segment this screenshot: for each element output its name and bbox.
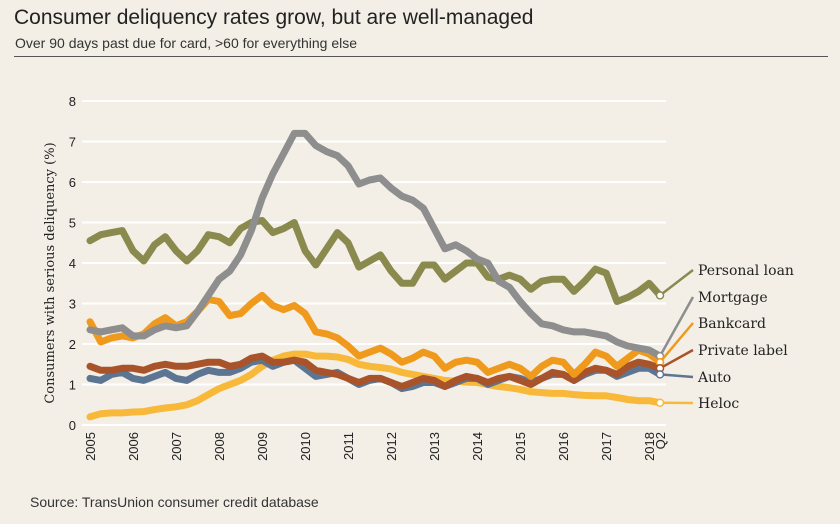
x-tick-label: 2013 xyxy=(427,432,442,461)
x-tick-label: 2017 xyxy=(599,432,614,461)
y-tick-label: 1 xyxy=(69,378,76,393)
legend-leader-mortgage xyxy=(658,296,695,357)
x-tick-label: 2005 xyxy=(83,432,98,461)
legend-leader-private-label xyxy=(659,348,694,370)
chart-subtitle: Over 90 days past due for card, >60 for … xyxy=(15,35,358,51)
series-lines xyxy=(86,129,664,421)
end-point-marker xyxy=(655,398,665,407)
legend-leader-bankcard xyxy=(659,322,694,364)
legend-label-personal-loan: Personal loan xyxy=(698,263,794,279)
legend-leader-personal-loan xyxy=(659,269,694,297)
source-note: Source: TransUnion consumer credit datab… xyxy=(30,494,319,510)
y-tick-label: 2 xyxy=(69,337,76,352)
x-tick-label: 2009 xyxy=(255,432,270,461)
series-line-heloc xyxy=(86,350,664,421)
legend-label-mortgage: Mortgage xyxy=(698,290,768,306)
legend-label-bankcard: Bankcard xyxy=(698,316,766,332)
x-tick-label: 2006 xyxy=(126,432,141,461)
y-tick-label: 6 xyxy=(69,175,76,190)
x-tick-label: 2008 xyxy=(212,432,227,461)
legend-label-private-label: Private label xyxy=(698,343,788,359)
x-tick-label: 2010 xyxy=(298,432,313,461)
y-tick-label: 4 xyxy=(69,256,76,271)
x-tick-label: 2018 xyxy=(642,432,657,461)
x-axis-ticks: 2005 2006 2007 2008 2009 2010 2011 2012 2013 2014… xyxy=(83,432,668,461)
y-tick-label: 7 xyxy=(69,135,76,150)
x-tick-label: 2014 xyxy=(470,432,485,461)
x-tick-label: 2007 xyxy=(169,432,184,461)
legend: Personal loan Mortgage Bankcard Private lab… xyxy=(655,263,794,412)
series-line-private-label xyxy=(86,352,664,390)
legend-label-heloc: Heloc xyxy=(698,396,739,412)
end-point-marker xyxy=(655,370,665,379)
y-axis-label: Consumers with serious deliquency (%) xyxy=(43,142,58,403)
y-tick-label: 5 xyxy=(69,216,76,231)
x-tick-label: 2015 xyxy=(513,432,528,461)
legend-leader-auto xyxy=(659,373,694,379)
x-tick-label: 2016 xyxy=(556,432,571,461)
y-tick-label: 0 xyxy=(69,418,76,433)
x-tick-label: 2011 xyxy=(341,432,356,460)
legend-label-auto: Auto xyxy=(697,370,731,386)
end-point-marker xyxy=(655,291,665,300)
header-divider xyxy=(14,56,828,57)
x-tick-label: Q2 xyxy=(653,432,668,449)
x-tick-label: 2012 xyxy=(384,432,399,461)
y-tick-label: 8 xyxy=(69,94,76,109)
chart-title: Consumer deliquency rates grow, but are … xyxy=(14,6,534,29)
series-line-mortgage xyxy=(86,129,664,360)
y-axis-ticks: 0 1 2 3 4 5 6 7 8 xyxy=(69,94,76,433)
series-line-personal-loan xyxy=(86,217,664,305)
y-tick-label: 3 xyxy=(69,297,76,312)
